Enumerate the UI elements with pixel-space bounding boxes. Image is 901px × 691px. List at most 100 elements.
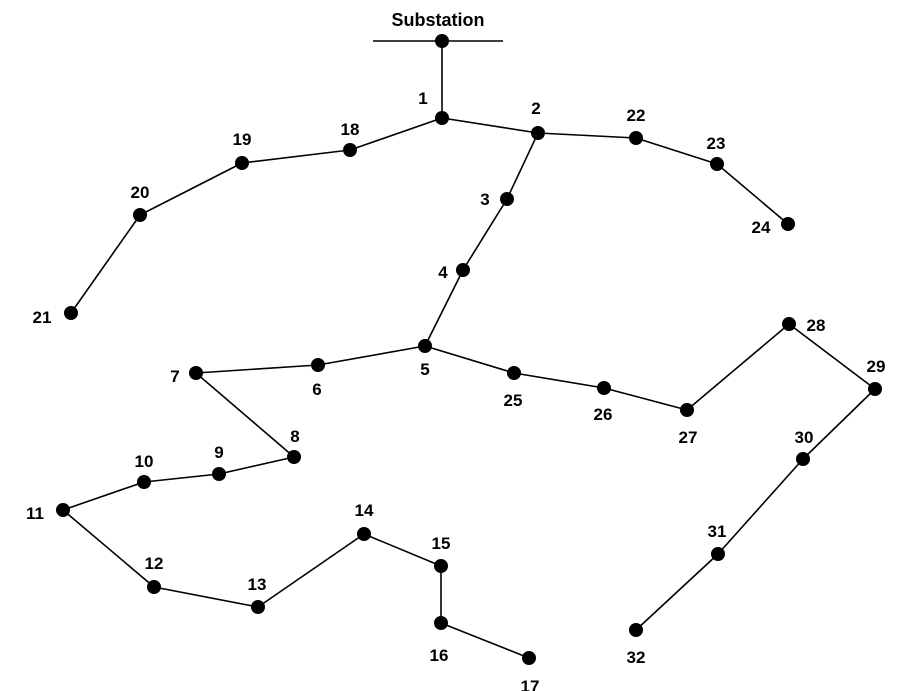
- bus-label-8: 8: [290, 427, 299, 446]
- edge-2-22: [537, 132, 637, 139]
- edge-31-32: [635, 553, 719, 631]
- edge-16-17: [440, 622, 530, 659]
- nodes-layer: [56, 34, 882, 665]
- bus-node-6: [311, 358, 325, 372]
- bus-node-2: [531, 126, 545, 140]
- bus-label-3: 3: [480, 190, 489, 209]
- edge-1-18: [349, 117, 443, 151]
- bus-label-26: 26: [594, 405, 613, 424]
- bus-node-18: [343, 143, 357, 157]
- bus-label-1: 1: [418, 89, 427, 108]
- bus-label-13: 13: [248, 575, 267, 594]
- bus-label-7: 7: [170, 367, 179, 386]
- edge-3-4: [462, 198, 508, 271]
- bus-node-25: [507, 366, 521, 380]
- bus-label-17: 17: [521, 677, 540, 691]
- bus-label-23: 23: [707, 134, 726, 153]
- edge-14-15: [363, 533, 442, 567]
- bus-label-4: 4: [438, 263, 448, 282]
- substation-label: Substation: [392, 10, 485, 30]
- bus-label-21: 21: [33, 308, 52, 327]
- bus-node-16: [434, 616, 448, 630]
- bus-label-24: 24: [752, 218, 771, 237]
- bus-node-1: [435, 111, 449, 125]
- edge-28-29: [788, 323, 876, 390]
- bus-node-32: [629, 623, 643, 637]
- bus-node-8: [287, 450, 301, 464]
- bus-label-9: 9: [214, 443, 223, 462]
- edge-20-21: [70, 214, 141, 314]
- edge-2-3: [506, 132, 539, 200]
- bus-node-17: [522, 651, 536, 665]
- edge-26-27: [603, 387, 688, 411]
- bus-label-11: 11: [26, 504, 44, 523]
- bus-label-18: 18: [341, 120, 360, 139]
- bus-label-6: 6: [312, 380, 321, 399]
- bus-node-19: [235, 156, 249, 170]
- bus-label-29: 29: [867, 357, 886, 376]
- bus-label-22: 22: [627, 106, 646, 125]
- bus-node-23: [710, 157, 724, 171]
- bus-node-15: [434, 559, 448, 573]
- bus-label-25: 25: [504, 391, 523, 410]
- bus-node-29: [868, 382, 882, 396]
- edge-29-30: [802, 388, 876, 460]
- edge-10-11: [62, 481, 145, 511]
- bus-node-7: [189, 366, 203, 380]
- edge-6-7: [195, 364, 319, 374]
- bus-node-13: [251, 600, 265, 614]
- bus-node-26: [597, 381, 611, 395]
- edges-layer: [62, 41, 876, 659]
- bus-node-12: [147, 580, 161, 594]
- edge-18-19: [241, 149, 351, 164]
- edge-25-26: [513, 372, 605, 389]
- edge-22-23: [635, 137, 718, 165]
- bus-node-31: [711, 547, 725, 561]
- edge-4-5: [424, 269, 464, 347]
- bus-node-30: [796, 452, 810, 466]
- bus-node-14: [357, 527, 371, 541]
- bus-label-14: 14: [355, 501, 374, 520]
- edge-8-9: [218, 456, 295, 475]
- edge-5-25: [424, 345, 515, 374]
- edge-13-14: [257, 533, 365, 608]
- bus-node-5: [418, 339, 432, 353]
- substation-node: [435, 34, 449, 48]
- edge-12-13: [153, 586, 259, 608]
- bus-label-15: 15: [432, 534, 451, 553]
- bus-node-22: [629, 131, 643, 145]
- bus-node-9: [212, 467, 226, 481]
- edge-27-28: [686, 323, 790, 411]
- labels-layer: 1234567891011121314151617181920212223242…: [26, 89, 885, 691]
- bus-label-10: 10: [135, 452, 154, 471]
- edge-30-31: [717, 458, 804, 555]
- bus-node-27: [680, 403, 694, 417]
- bus-node-20: [133, 208, 147, 222]
- bus-label-5: 5: [420, 360, 429, 379]
- bus-label-19: 19: [233, 130, 252, 149]
- edge-19-20: [139, 162, 243, 216]
- bus-label-12: 12: [145, 554, 164, 573]
- bus-label-28: 28: [807, 316, 826, 335]
- bus-label-16: 16: [430, 646, 449, 665]
- bus-node-24: [781, 217, 795, 231]
- edge-7-8: [195, 372, 295, 458]
- bus-node-4: [456, 263, 470, 277]
- bus-label-32: 32: [627, 648, 646, 667]
- bus-node-21: [64, 306, 78, 320]
- edge-9-10: [143, 473, 220, 483]
- bus-node-3: [500, 192, 514, 206]
- edge-5-6: [317, 345, 426, 366]
- edge-1-2: [441, 117, 539, 134]
- bus-label-30: 30: [795, 428, 814, 447]
- bus-label-2: 2: [531, 99, 540, 118]
- edge-11-12: [62, 509, 155, 588]
- bus-label-27: 27: [679, 428, 698, 447]
- bus-label-20: 20: [131, 183, 150, 202]
- bus-label-31: 31: [708, 522, 727, 541]
- bus-node-10: [137, 475, 151, 489]
- bus-node-11: [56, 503, 70, 517]
- bus-node-28: [782, 317, 796, 331]
- edge-23-24: [716, 163, 789, 225]
